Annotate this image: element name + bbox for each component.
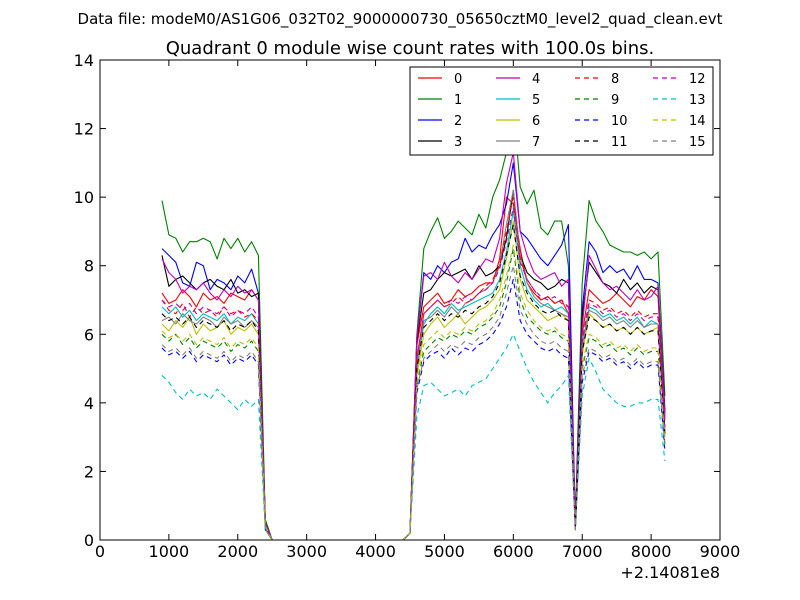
plot-lines — [161, 104, 666, 541]
y-tick-label: 2 — [84, 462, 94, 481]
x-tick-labels: 0 1000 2000 3000 4000 5000 6000 7000 8000 9000 — [95, 542, 740, 561]
legend-label-2: 2 — [454, 114, 462, 129]
series-line-13 — [161, 333, 666, 541]
axis-ticks — [99, 59, 721, 541]
y-tick-label: 8 — [84, 257, 94, 276]
legend-label-4: 4 — [532, 72, 540, 87]
y-tick-labels: 0 2 4 6 8 10 12 14 — [74, 51, 94, 550]
x-offset-label: +2.14081e8 — [620, 563, 720, 582]
legend-label-8: 8 — [611, 72, 619, 87]
x-tick-label: 2000 — [217, 542, 258, 561]
legend-box — [409, 66, 714, 156]
series-line-11 — [161, 224, 666, 541]
legend-label-1: 1 — [454, 93, 462, 108]
legend-label-5: 5 — [532, 93, 540, 108]
legend-label-14: 14 — [689, 114, 706, 129]
legend-label-3: 3 — [454, 135, 462, 150]
series-line-12 — [161, 206, 666, 541]
legend-label-11: 11 — [611, 135, 628, 150]
x-tick-label: 0 — [95, 542, 105, 561]
y-tick-label: 6 — [84, 325, 94, 344]
series-line-5 — [161, 210, 666, 541]
y-tick-label: 12 — [74, 120, 94, 139]
x-tick-label: 7000 — [562, 542, 603, 561]
y-tick-label: 14 — [74, 51, 94, 70]
legend-label-13: 13 — [689, 93, 706, 108]
chart-title: Quadrant 0 module wise count rates with … — [166, 38, 655, 59]
legend-label-10: 10 — [611, 114, 628, 129]
series-line-6 — [161, 220, 666, 541]
x-tick-label: 5000 — [424, 542, 465, 561]
x-tick-label: 1000 — [149, 542, 190, 561]
y-tick-label: 4 — [84, 394, 94, 413]
x-tick-label: 4000 — [355, 542, 396, 561]
legend-label-9: 9 — [611, 93, 619, 108]
plot-frame — [99, 59, 721, 541]
y-tick-label: 10 — [74, 188, 94, 207]
x-tick-label: 6000 — [493, 542, 534, 561]
x-tick-label: 9000 — [700, 542, 741, 561]
legend-label-15: 15 — [689, 135, 706, 150]
legend-label-6: 6 — [532, 114, 540, 129]
x-tick-label: 8000 — [631, 542, 672, 561]
x-tick-label: 3000 — [286, 542, 327, 561]
series-line-8 — [161, 196, 666, 541]
series-line-0 — [161, 196, 666, 541]
legend-label-12: 12 — [689, 72, 706, 87]
legend-label-0: 0 — [454, 72, 462, 87]
legend-label-7: 7 — [532, 135, 540, 150]
chart-suptitle: Data file: modeM0/AS1G06_032T02_90000007… — [78, 10, 723, 29]
y-tick-label: 0 — [84, 531, 94, 550]
